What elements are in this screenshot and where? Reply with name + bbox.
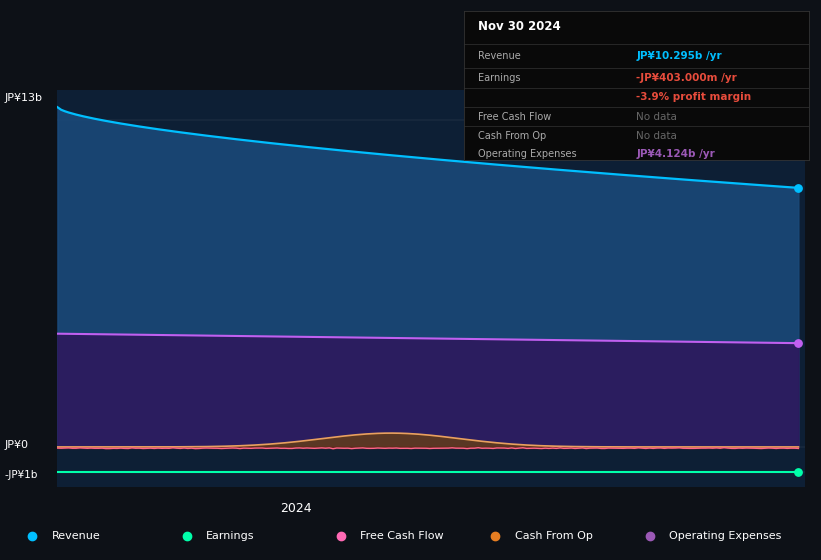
Text: -3.9% profit margin: -3.9% profit margin — [636, 92, 751, 102]
Text: JP¥0: JP¥0 — [4, 440, 28, 450]
Text: -JP¥1b: -JP¥1b — [4, 470, 38, 480]
Text: Earnings: Earnings — [478, 73, 521, 82]
Text: Cash From Op: Cash From Op — [515, 531, 593, 541]
Text: Earnings: Earnings — [206, 531, 255, 541]
Text: Revenue: Revenue — [478, 51, 521, 60]
Text: JP¥10.295b /yr: JP¥10.295b /yr — [636, 51, 722, 60]
Text: 2024: 2024 — [280, 502, 311, 515]
Text: -JP¥403.000m /yr: -JP¥403.000m /yr — [636, 73, 737, 82]
Point — [791, 183, 805, 192]
Point — [791, 339, 805, 348]
Text: JP¥13b: JP¥13b — [4, 93, 42, 103]
Text: Free Cash Flow: Free Cash Flow — [360, 531, 444, 541]
Text: Operating Expenses: Operating Expenses — [669, 531, 782, 541]
Text: Free Cash Flow: Free Cash Flow — [478, 112, 551, 122]
Point — [791, 468, 805, 477]
Text: Cash From Op: Cash From Op — [478, 131, 546, 141]
Text: Revenue: Revenue — [52, 531, 100, 541]
Text: Nov 30 2024: Nov 30 2024 — [478, 20, 561, 32]
Text: Operating Expenses: Operating Expenses — [478, 148, 576, 158]
Text: JP¥4.124b /yr: JP¥4.124b /yr — [636, 148, 715, 158]
Text: No data: No data — [636, 131, 677, 141]
Text: No data: No data — [636, 112, 677, 122]
